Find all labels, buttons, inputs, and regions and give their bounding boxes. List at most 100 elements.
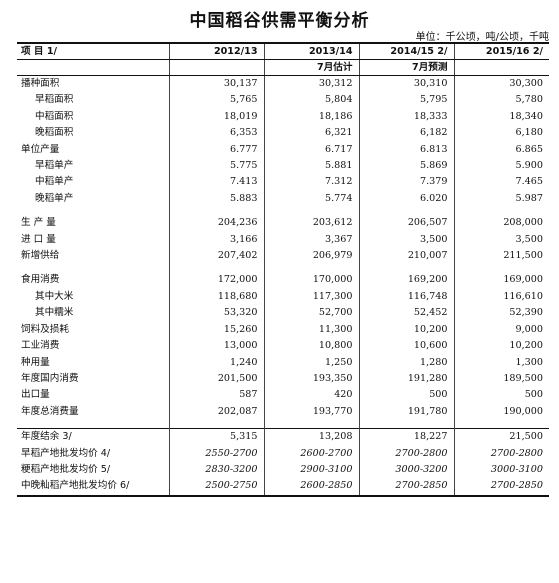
- row-value: 206,979: [263, 248, 359, 265]
- row-value: 500: [358, 387, 454, 404]
- header-item: 项 目 1/: [17, 42, 169, 60]
- row-value: 10,800: [263, 338, 359, 355]
- gap-cell: [263, 420, 359, 429]
- row-value: 116,610: [453, 288, 549, 306]
- table-row: 工业消费 13,000 10,800 10,600 10,200: [17, 338, 549, 355]
- header-sub: 7月预测: [358, 59, 454, 76]
- row-value: 5,765: [168, 92, 264, 109]
- gap-cell: [358, 264, 454, 273]
- table-row: 晚稻单产 5.883 5.774 6.020 5.987: [17, 190, 549, 208]
- row-value: 208,000: [453, 215, 549, 232]
- header-year: 2012/13: [168, 42, 264, 60]
- row-value: 15,260: [168, 321, 264, 339]
- row-label: 早稻单产: [35, 160, 74, 172]
- row-value: 7.379: [358, 174, 454, 191]
- row-value: 52,390: [453, 305, 549, 322]
- row-value: 5.900: [453, 158, 549, 175]
- table-row: 其中糯米 53,320 52,700 52,452 52,390: [17, 305, 549, 322]
- row-value: 10,200: [358, 321, 454, 339]
- gap-cell: [17, 420, 169, 429]
- row-value: 2830-3200: [168, 461, 264, 479]
- row-value: 18,333: [358, 108, 454, 126]
- gap-cell: [17, 264, 169, 272]
- row-value: 53,320: [168, 305, 264, 322]
- header-sub: [453, 59, 549, 76]
- row-value: 21,500: [453, 428, 549, 446]
- row-value: 5,795: [358, 92, 454, 109]
- row-value: 201,500: [168, 370, 264, 388]
- row-label: 食用消费: [21, 274, 60, 286]
- table-row: 中稻面积 18,019 18,186 18,333 18,340: [17, 108, 549, 126]
- row-value: 5.881: [263, 158, 359, 175]
- row-value: 30,137: [168, 75, 264, 93]
- table-row: 进 口 量 3,166 3,367 3,500 3,500: [17, 231, 549, 249]
- header-sub: [168, 59, 264, 76]
- table-row: 中稻单产 7.413 7.312 7.379 7.465: [17, 174, 549, 191]
- row-value: 6.777: [168, 141, 264, 159]
- row-value: 13,208: [263, 428, 359, 446]
- row-value: 52,700: [263, 305, 359, 322]
- row-value: 5.883: [168, 190, 264, 208]
- row-value: 2900-3100: [263, 461, 359, 479]
- row-value: 30,310: [358, 75, 454, 93]
- row-value: 2550-2700: [168, 445, 264, 462]
- row-label: 晚稻单产: [35, 192, 74, 204]
- row-value: 1,300: [453, 354, 549, 371]
- row-value: 5.775: [168, 158, 264, 175]
- row-value: 18,227: [358, 428, 454, 446]
- row-value: 30,300: [453, 75, 549, 93]
- table-row: 早稻单产 5.775 5.881 5.869 5.900: [17, 158, 549, 175]
- row-value: 3000-3200: [358, 461, 454, 479]
- row-value: 170,000: [263, 272, 359, 289]
- gap-cell: [263, 264, 359, 273]
- row-value: 5,315: [168, 428, 264, 446]
- table-row: 中晚籼稻产地批发均价 6/2500-2750 2600-2850 2700-2850…: [17, 478, 549, 497]
- row-label: 早稻产地批发均价 4/: [21, 447, 111, 459]
- header-sub: [17, 59, 169, 76]
- row-label: 工业消费: [21, 340, 60, 352]
- row-value: 118,680: [168, 288, 264, 306]
- row-label: 其中糯米: [35, 307, 74, 319]
- row-value: 6,353: [168, 125, 264, 142]
- unit-note: 单位：千公顷，吨/公顷，千吨: [415, 32, 549, 43]
- table-row: 粳稻产地批发均价 5/2830-3200 2900-3100 3000-3200 30…: [17, 461, 549, 479]
- row-value: 7.413: [168, 174, 264, 191]
- row-value: 210,007: [358, 248, 454, 265]
- row-value: 52,452: [358, 305, 454, 322]
- table-row: 年度国内消费 201,500 193,350 191,280 189,500: [17, 370, 549, 388]
- section-gap: [17, 207, 549, 216]
- section-gap: [17, 264, 549, 273]
- gap-cell: [358, 207, 454, 216]
- row-value: 587: [168, 387, 264, 404]
- row-label: 进 口 量: [21, 233, 56, 245]
- gap-cell: [453, 264, 549, 273]
- table-row: 早稻产地批发均价 4/2550-2700 2600-2700 2700-2800 27…: [17, 445, 549, 462]
- row-value: 30,312: [263, 75, 359, 93]
- row-value: 2500-2750: [168, 478, 264, 497]
- row-value: 10,200: [453, 338, 549, 355]
- row-value: 5.987: [453, 190, 549, 208]
- table-row: 新增供给 207,402 206,979 210,007 211,500: [17, 248, 549, 265]
- row-label: 年度结余 3/: [17, 428, 169, 446]
- row-value: 169,000: [453, 272, 549, 289]
- row-value: 5,780: [453, 92, 549, 109]
- row-value: 1,250: [263, 354, 359, 371]
- row-label: 早稻面积: [35, 94, 74, 106]
- row-value: 3,166: [168, 231, 264, 249]
- row-label: 播种面积: [21, 78, 60, 89]
- row-value: 3,367: [263, 231, 359, 249]
- row-value: 5.774: [263, 190, 359, 208]
- row-value: 2700-2850: [358, 478, 454, 497]
- row-value: 10,600: [358, 338, 454, 355]
- row-value: 193,770: [263, 403, 359, 421]
- table-row: 种用量 1,240 1,250 1,280 1,300: [17, 354, 549, 371]
- row-value: 206,507: [358, 215, 454, 232]
- table-row: 出口量 587 420 500 500: [17, 387, 549, 404]
- row-label: 其中大米: [35, 290, 74, 302]
- gap-cell: [358, 420, 454, 429]
- row-value: 18,340: [453, 108, 549, 126]
- table-row: 其中大米 118,680 117,300 116,748 116,610: [17, 288, 549, 306]
- row-label: 种用量: [21, 356, 50, 368]
- row-value: 2700-2800: [358, 445, 454, 462]
- gap-cell: [17, 207, 169, 215]
